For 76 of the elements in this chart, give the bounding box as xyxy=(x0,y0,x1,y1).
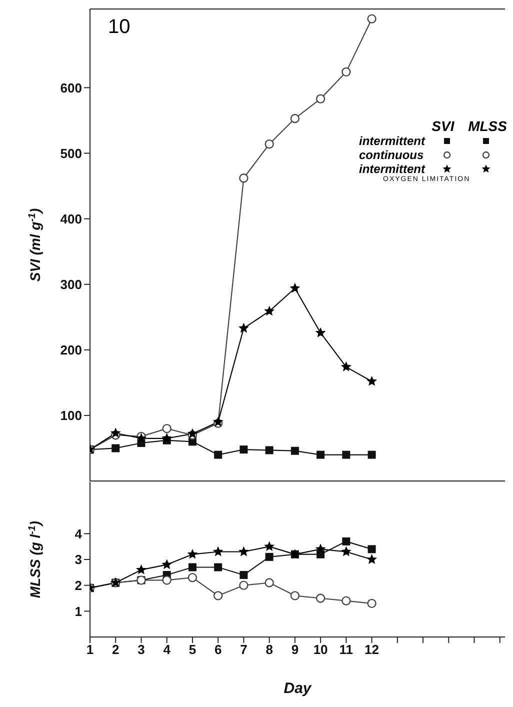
point xyxy=(342,450,350,459)
x-tick-label: 4 xyxy=(163,642,172,658)
y-tick-label: 500 xyxy=(60,146,82,161)
y-tick-label: 3 xyxy=(74,552,82,568)
y-tick-label: 600 xyxy=(60,80,82,96)
point xyxy=(213,591,223,600)
y-tick-label: 100 xyxy=(60,408,82,424)
point xyxy=(240,446,248,454)
point xyxy=(290,591,300,600)
point xyxy=(316,94,326,104)
annotation: 10 xyxy=(108,16,130,39)
point xyxy=(239,580,248,590)
x-tick-label: 6 xyxy=(214,642,222,658)
legend-label: continuous xyxy=(359,148,425,162)
point xyxy=(187,428,198,438)
point xyxy=(264,541,275,552)
point xyxy=(238,546,249,556)
point xyxy=(366,376,378,386)
point xyxy=(367,598,376,608)
point xyxy=(187,548,198,559)
point xyxy=(316,450,325,459)
point xyxy=(110,428,121,438)
point xyxy=(340,546,352,556)
point xyxy=(265,552,274,561)
y-tick-label: 200 xyxy=(60,342,82,358)
x-tick-label: 7 xyxy=(240,642,248,658)
point xyxy=(162,576,172,585)
point xyxy=(340,361,352,372)
point xyxy=(240,571,248,579)
point xyxy=(264,578,274,588)
point xyxy=(162,432,172,443)
point xyxy=(368,545,376,554)
point xyxy=(214,563,222,572)
point xyxy=(290,114,300,124)
legend-title: SVI MLSS xyxy=(430,118,508,134)
point xyxy=(290,446,299,455)
x-tick-label: 10 xyxy=(313,642,328,658)
point xyxy=(162,424,172,434)
point xyxy=(315,327,326,338)
point xyxy=(290,282,300,293)
point xyxy=(214,450,222,459)
x-tick-label: 5 xyxy=(188,642,196,658)
y-tick-label: 4 xyxy=(74,526,83,542)
x-tick-label: 3 xyxy=(138,642,145,658)
point xyxy=(342,537,350,546)
point xyxy=(112,444,120,452)
point xyxy=(188,572,198,582)
point xyxy=(239,174,248,183)
point xyxy=(368,450,376,459)
x-axis-title: Day xyxy=(284,680,312,697)
x-tick-label: 11 xyxy=(339,642,354,658)
point xyxy=(316,594,326,603)
point xyxy=(212,546,224,556)
point xyxy=(367,14,376,24)
x-tick-label: 8 xyxy=(266,642,273,658)
point xyxy=(342,67,351,77)
point xyxy=(265,446,274,454)
y-tick-label: 400 xyxy=(60,211,82,226)
y-tick-label: 2 xyxy=(74,578,82,593)
x-tick-label: 1 xyxy=(86,642,94,658)
point xyxy=(264,139,274,149)
x-tick-label: 9 xyxy=(291,642,299,658)
point xyxy=(162,559,172,570)
legend-label: intermittent xyxy=(359,162,426,176)
legend-label: intermittent xyxy=(359,134,426,148)
y-tick-label: 1 xyxy=(74,604,82,619)
point xyxy=(366,554,378,564)
point xyxy=(342,596,351,606)
y-tick-label: 300 xyxy=(60,276,82,292)
point xyxy=(136,564,146,574)
point xyxy=(188,563,196,572)
point xyxy=(315,544,326,554)
x-tick-label: 12 xyxy=(364,642,380,658)
point xyxy=(264,306,275,316)
point xyxy=(238,322,249,333)
x-tick-label: 2 xyxy=(112,642,120,658)
